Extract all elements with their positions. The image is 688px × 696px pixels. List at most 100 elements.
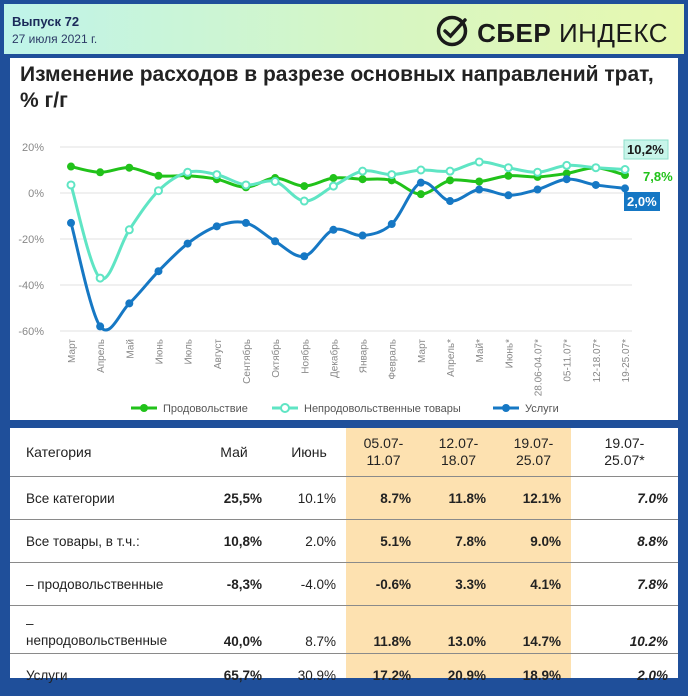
data-point <box>242 181 249 188</box>
table-cell: 5.1% <box>346 520 421 563</box>
data-point <box>447 168 454 175</box>
data-point <box>330 183 337 190</box>
data-point <box>563 162 570 169</box>
data-point <box>417 167 424 174</box>
data-point <box>534 169 541 176</box>
table-cell: 10.2% <box>571 606 678 654</box>
data-point <box>388 171 395 178</box>
data-point <box>475 178 483 186</box>
data-point <box>68 181 75 188</box>
data-point <box>125 164 133 172</box>
table-cell: 40,0% <box>196 606 272 654</box>
data-point <box>417 179 425 187</box>
data-point <box>125 299 133 307</box>
table-cell: -0.6% <box>346 563 421 606</box>
data-point <box>475 186 483 194</box>
row-category: – продовольственные <box>10 563 196 606</box>
data-point <box>213 171 220 178</box>
row-category: Все товары, в т.ч.: <box>10 520 196 563</box>
table-cell: 20.9% <box>421 654 496 696</box>
logo-light-text: ИНДЕКС <box>559 18 668 48</box>
data-point <box>534 186 542 194</box>
data-point <box>154 267 162 275</box>
x-tick-label: Март <box>67 339 78 363</box>
end-label: 7,8% <box>643 169 673 184</box>
x-tick-label: Май <box>125 339 136 359</box>
data-point <box>359 232 367 240</box>
x-tick-label: Март <box>417 339 428 363</box>
x-tick-label: Январь <box>359 339 370 373</box>
x-tick-label: 19-25.07* <box>621 339 632 382</box>
table-header-cell: Категория <box>10 428 196 477</box>
table-cell: 7.0% <box>571 477 678 520</box>
table-header-cell: 19.07-25.07* <box>571 428 678 477</box>
chart-panel: Изменение расходов в разрезе основных на… <box>10 58 678 420</box>
data-point <box>592 181 600 189</box>
data-point <box>359 168 366 175</box>
legend-marker <box>502 404 510 412</box>
data-point <box>329 226 337 234</box>
data-point <box>622 166 629 173</box>
table-cell: -8,3% <box>196 563 272 606</box>
data-point <box>96 168 104 176</box>
table-cell: 8.7% <box>272 606 346 654</box>
data-point <box>388 220 396 228</box>
table-cell: 10,8% <box>196 520 272 563</box>
data-point <box>97 275 104 282</box>
y-tick-label: 20% <box>22 142 44 154</box>
table-cell: 11.8% <box>421 477 496 520</box>
table-cell: 8.8% <box>571 520 678 563</box>
data-point <box>67 163 75 171</box>
row-category: Услуги <box>10 654 196 696</box>
table-cell: 7.8% <box>421 520 496 563</box>
data-point <box>621 184 629 192</box>
x-tick-label: Июнь <box>154 339 165 364</box>
table-cell: -4.0% <box>272 563 346 606</box>
x-tick-label: Апрель* <box>446 339 457 377</box>
data-point <box>563 175 571 183</box>
data-point <box>242 219 250 227</box>
legend-label: Услуги <box>525 403 559 415</box>
y-tick-label: -40% <box>18 280 44 292</box>
x-tick-label: Апрель <box>96 339 107 373</box>
table-cell: 14.7% <box>496 606 571 654</box>
x-tick-label: Октябрь <box>270 339 282 378</box>
x-tick-label: 12-18.07* <box>592 339 603 382</box>
table-cell: 2.0% <box>571 654 678 696</box>
data-point <box>300 182 308 190</box>
legend-label: Непродовольственные товары <box>304 403 461 415</box>
data-point <box>155 187 162 194</box>
sber-index-logo: СБЕР ИНДЕКС <box>435 14 668 53</box>
table-cell: 8.7% <box>346 477 421 520</box>
sber-check-icon <box>435 14 469 53</box>
y-tick-label: -20% <box>18 234 44 246</box>
x-tick-label: Август <box>213 339 224 370</box>
table-row: – продовольственные-8,3%-4.0%-0.6%3.3%4.… <box>10 563 678 606</box>
data-point <box>329 174 337 182</box>
data-point <box>504 191 512 199</box>
row-category: –непродовольственные <box>10 606 196 654</box>
table-cell: 10.1% <box>272 477 346 520</box>
data-point <box>505 164 512 171</box>
series-line <box>71 179 625 330</box>
x-tick-label: Май* <box>475 339 486 363</box>
table-cell: 3.3% <box>421 563 496 606</box>
x-tick-label: Ноябрь <box>299 339 311 374</box>
x-tick-label: 05-11.07* <box>563 339 574 382</box>
data-point <box>213 222 221 230</box>
table-header-cell: Июнь <box>272 428 346 477</box>
x-tick-label: Февраль <box>388 339 399 380</box>
y-tick-label: 0% <box>28 188 44 200</box>
data-point <box>184 169 191 176</box>
data-point <box>446 176 454 184</box>
end-label: 10,2% <box>627 142 664 157</box>
x-tick-label: Июнь* <box>504 339 515 368</box>
table-cell: 9.0% <box>496 520 571 563</box>
issue-date: 27 июля 2021 г. <box>12 32 97 46</box>
data-point <box>271 237 279 245</box>
data-point <box>417 190 425 198</box>
